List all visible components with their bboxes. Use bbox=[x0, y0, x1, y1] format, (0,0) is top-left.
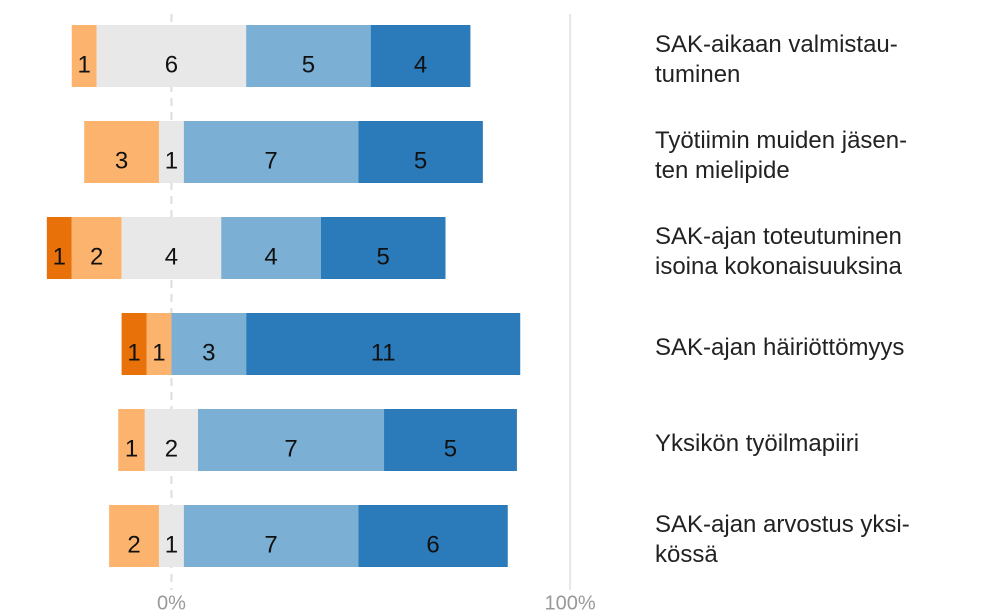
bar-segment bbox=[384, 409, 517, 471]
bar-segment bbox=[121, 313, 147, 375]
bar-segment bbox=[96, 25, 247, 87]
value-label: 7 bbox=[284, 435, 297, 462]
bar-segment bbox=[84, 121, 159, 183]
bar-segment bbox=[71, 25, 97, 87]
value-label: 11 bbox=[371, 339, 396, 366]
x-tick-label: 100% bbox=[544, 592, 595, 614]
bar-segment bbox=[158, 505, 184, 567]
category-label: SAK-ajan toteutuminen isoina kokonaisuuk… bbox=[655, 223, 902, 280]
value-label: 5 bbox=[414, 147, 427, 174]
category-label: SAK-ajan häiriöttömyys bbox=[655, 334, 905, 361]
category-label: SAK-aikaan valmistau- tuminen bbox=[655, 31, 898, 88]
bar-segment bbox=[46, 217, 72, 279]
value-label: 3 bbox=[202, 339, 215, 366]
bar-segment bbox=[71, 217, 122, 279]
bar-segment bbox=[320, 217, 446, 279]
value-label: 3 bbox=[115, 147, 128, 174]
value-label: 1 bbox=[152, 339, 165, 366]
value-label: 4 bbox=[165, 243, 178, 270]
value-label: 6 bbox=[426, 531, 439, 558]
category-label: Työtiimin muiden jäsen- ten mielipide bbox=[655, 127, 908, 184]
value-label: 2 bbox=[127, 531, 140, 558]
value-label: 1 bbox=[165, 531, 178, 558]
bar-segment bbox=[183, 505, 359, 567]
value-label: 5 bbox=[302, 51, 315, 78]
x-tick-label: 0% bbox=[157, 592, 186, 614]
value-label: 7 bbox=[264, 531, 277, 558]
value-label: 1 bbox=[125, 435, 138, 462]
value-label: 5 bbox=[377, 243, 390, 270]
bar-segment bbox=[246, 25, 371, 87]
bar-segment bbox=[109, 505, 159, 567]
value-label: 1 bbox=[165, 147, 178, 174]
category-label: Yksikön työilmapiiri bbox=[655, 430, 860, 457]
value-label: 1 bbox=[78, 51, 91, 78]
bar-segment bbox=[246, 313, 521, 375]
bar-segment bbox=[183, 121, 359, 183]
category-label: SAK-ajan arvostus yksi- kössä bbox=[655, 511, 910, 568]
bar-segment bbox=[358, 121, 483, 183]
value-label: 2 bbox=[90, 243, 103, 270]
value-label: 4 bbox=[264, 243, 277, 270]
bar-segment bbox=[358, 505, 508, 567]
bar-segment bbox=[144, 409, 198, 471]
value-label: 2 bbox=[165, 435, 178, 462]
value-label: 6 bbox=[165, 51, 178, 78]
bar-segment bbox=[118, 409, 145, 471]
value-label: 5 bbox=[444, 435, 457, 462]
value-label: 1 bbox=[53, 243, 66, 270]
bar-segment bbox=[146, 313, 172, 375]
bar-segment bbox=[197, 409, 385, 471]
bar-segment bbox=[221, 217, 321, 279]
bar-segment bbox=[121, 217, 222, 279]
value-label: 1 bbox=[127, 339, 140, 366]
bar-segment bbox=[171, 313, 247, 375]
value-label: 4 bbox=[414, 51, 427, 78]
value-label: 7 bbox=[264, 147, 277, 174]
bar-segment bbox=[370, 25, 471, 87]
bar-segment bbox=[158, 121, 184, 183]
